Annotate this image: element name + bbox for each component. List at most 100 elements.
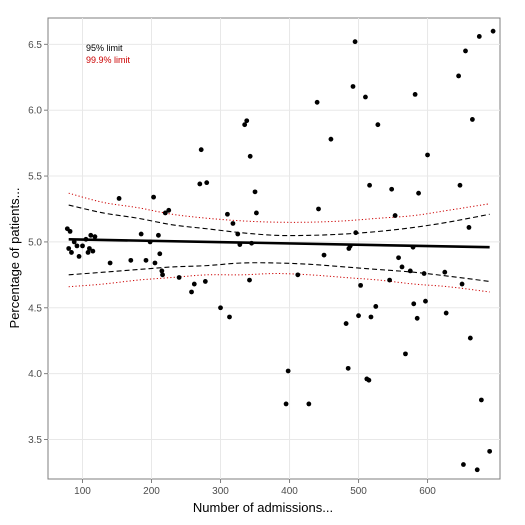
legend-label-95: 95% limit: [86, 43, 123, 53]
lower-95-limit-line: [68, 262, 490, 282]
data-point: [356, 313, 361, 319]
center-line: [68, 237, 490, 249]
data-point: [166, 207, 172, 213]
data-point: [470, 117, 475, 122]
data-point: [176, 275, 182, 280]
data-point: [416, 190, 421, 196]
data-point: [159, 268, 165, 274]
data-point: [76, 254, 82, 259]
data-point: [156, 232, 161, 238]
data-point: [237, 242, 243, 247]
data-point: [314, 99, 320, 105]
data-point: [487, 448, 493, 454]
data-point: [92, 234, 98, 240]
data-point: [202, 279, 208, 284]
control-limits: [68, 192, 490, 293]
grid-lines: [48, 18, 500, 479]
data-point: [90, 248, 96, 254]
data-point: [247, 277, 252, 283]
data-point: [476, 34, 482, 39]
data-point: [399, 264, 405, 270]
data-point: [392, 213, 398, 218]
data-point: [83, 236, 89, 242]
data-point: [466, 225, 472, 230]
data-point: [218, 305, 223, 311]
data-point: [160, 272, 165, 278]
data-point: [197, 181, 203, 187]
data-point: [230, 221, 236, 226]
legend: 95% limit 99.9% limit: [86, 43, 131, 65]
data-point: [345, 365, 351, 371]
data-point: [152, 260, 158, 266]
data-point: [85, 250, 91, 255]
data-point: [366, 377, 372, 383]
data-point: [387, 277, 392, 283]
y-tick-label: 4.5: [28, 303, 42, 314]
y-tick-label: 4.0: [28, 369, 42, 380]
data-point: [225, 211, 230, 217]
data-point: [87, 246, 92, 251]
data-point: [442, 269, 448, 275]
data-point: [285, 368, 291, 374]
data-point: [189, 289, 194, 295]
data-point: [373, 304, 379, 309]
data-point: [350, 84, 356, 89]
data-point: [80, 243, 85, 249]
data-point: [343, 321, 349, 326]
plot-panel: [47, 17, 501, 480]
x-tick-label: 300: [212, 486, 229, 497]
data-point: [147, 239, 153, 245]
data-point: [423, 298, 428, 304]
data-point: [410, 244, 416, 250]
x-tick-label: 100: [74, 486, 91, 497]
data-point: [414, 315, 420, 321]
x-axis-title: Number of admissions...: [193, 500, 333, 515]
x-tick-label: 200: [143, 486, 160, 497]
data-point: [107, 260, 113, 266]
data-point: [252, 189, 258, 195]
y-axis-title: Percentage of patients...: [7, 188, 22, 329]
data-point: [321, 252, 327, 258]
data-point: [69, 250, 74, 255]
data-point: [352, 39, 358, 45]
data-point: [421, 271, 427, 276]
data-point: [461, 462, 466, 467]
data-point: [403, 351, 408, 357]
x-tick-label: 600: [419, 486, 436, 497]
data-point: [358, 282, 363, 288]
data-point: [227, 314, 232, 320]
data-point: [295, 272, 301, 278]
data-point: [204, 180, 210, 186]
upper-999-limit-line: [68, 192, 490, 223]
data-point: [474, 467, 480, 473]
data-point: [363, 94, 368, 100]
y-tick-label: 3.5: [28, 435, 42, 446]
lower-999-limit-line: [68, 273, 490, 293]
data-point: [407, 268, 413, 274]
y-tick-label: 5.5: [28, 172, 42, 183]
data-point: [425, 152, 430, 158]
upper-95-limit-line: [68, 204, 490, 237]
data-point: [191, 281, 197, 287]
data-point: [254, 210, 259, 216]
y-tick-label: 6.5: [28, 40, 42, 51]
data-point: [151, 194, 156, 200]
data-point: [88, 232, 94, 238]
data-point: [198, 147, 204, 153]
data-point: [411, 301, 417, 307]
data-point: [316, 206, 321, 212]
data-points: [64, 28, 496, 473]
data-point: [412, 91, 418, 97]
data-point: [490, 28, 496, 34]
data-point: [67, 228, 73, 234]
axis-ticks: 100 200 300 400 500 600 3.5 4.0 4.5 5.0 5.5 6.0 6.5: [28, 40, 436, 497]
data-point: [443, 310, 449, 316]
data-point: [328, 136, 334, 142]
data-point: [235, 231, 241, 237]
data-point: [463, 48, 468, 54]
data-point: [66, 246, 72, 251]
y-tick-label: 6.0: [28, 106, 42, 117]
data-point: [459, 281, 465, 287]
data-point: [389, 186, 395, 192]
data-point: [467, 335, 473, 341]
